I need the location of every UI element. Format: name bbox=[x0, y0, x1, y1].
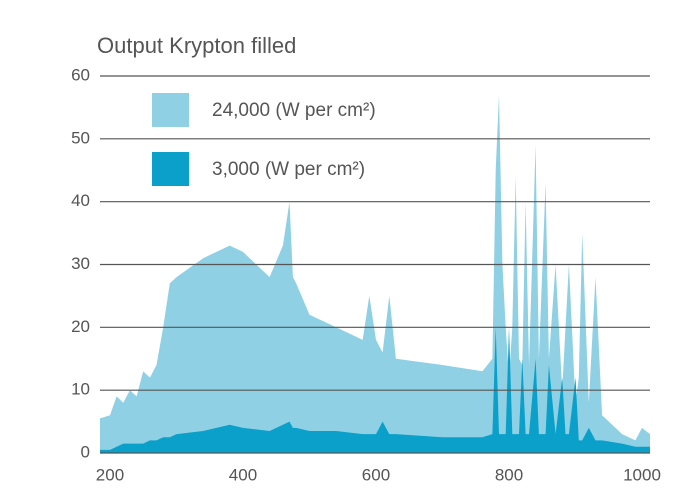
labels: 0 10 20 30 40 50 60 200 400 600 800 1000 24,000 (W p… bbox=[71, 65, 661, 484]
y-tick-label: 0 bbox=[81, 442, 90, 461]
legend-swatch bbox=[152, 93, 189, 127]
area bbox=[100, 327, 650, 453]
legend-label: 24,000 (W per cm²) bbox=[212, 100, 376, 121]
y-tick-label: 50 bbox=[71, 128, 90, 147]
y-tick-label: 30 bbox=[71, 254, 90, 273]
legend-swatch bbox=[152, 152, 189, 186]
x-tick-label: 1000 bbox=[623, 465, 661, 484]
x-tick-label: 400 bbox=[229, 465, 257, 484]
areas bbox=[100, 94, 650, 454]
area bbox=[100, 94, 650, 454]
x-tick-label: 800 bbox=[495, 465, 523, 484]
y-tick-label: 40 bbox=[71, 191, 90, 210]
legend-label: 3,000 (W per cm²) bbox=[212, 159, 365, 180]
y-tick-label: 10 bbox=[71, 380, 90, 399]
y-tick-label: 20 bbox=[71, 317, 90, 336]
x-tick-label: 600 bbox=[362, 465, 390, 484]
y-tick-label: 60 bbox=[71, 65, 90, 84]
chart-title: Output Krypton filled bbox=[97, 33, 296, 58]
grid bbox=[100, 75, 650, 454]
x-tick-label: 200 bbox=[96, 465, 124, 484]
